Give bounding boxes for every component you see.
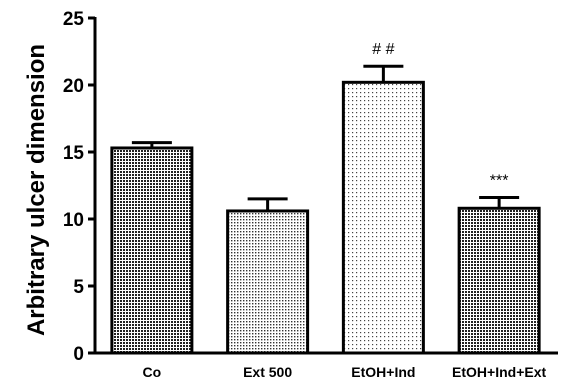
bar (226, 209, 310, 355)
y-tick-label: 5 (73, 277, 84, 298)
y-tick-label: 15 (63, 143, 85, 164)
x-labels: Co Ext 500 EtOH+Ind EtOH+Ind+Ext (143, 364, 547, 380)
significance-annotation: *** (490, 173, 509, 190)
bar (457, 206, 541, 355)
y-tick-label: 10 (63, 210, 84, 231)
y-tick-label: 0 (73, 344, 84, 365)
y-tick-label: 25 (63, 9, 85, 30)
bar (341, 80, 425, 355)
y-ticks: 0 5 10 15 20 25 (63, 9, 95, 365)
y-axis-title: Arbitrary ulcer dimension (23, 44, 50, 336)
x-tick-label: EtOH+Ind (351, 364, 415, 380)
x-tick-label: Co (143, 364, 162, 380)
bar (110, 146, 194, 355)
significance-annotation: # # (372, 41, 394, 58)
bars (110, 64, 541, 355)
x-tick-label: Ext 500 (243, 364, 292, 380)
annotations: # # *** (372, 41, 508, 189)
x-axis: Co Ext 500 EtOH+Ind EtOH+Ind+Ext (94, 351, 558, 380)
y-axis: 0 5 10 15 20 25 (63, 9, 97, 365)
x-tick-label: EtOH+Ind+Ext (452, 364, 546, 380)
y-tick-label: 20 (63, 76, 84, 97)
